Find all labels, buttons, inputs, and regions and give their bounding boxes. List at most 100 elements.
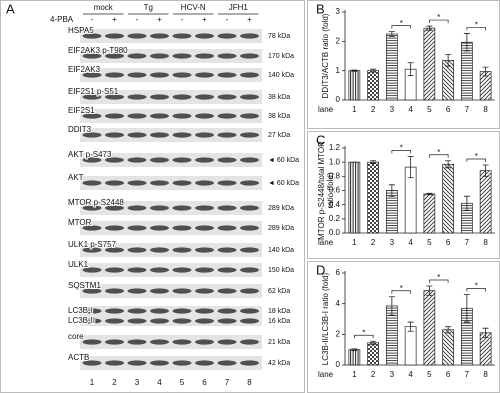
blot-band [195,72,214,78]
blot-band [172,132,192,138]
blot-band [195,360,214,366]
blot-band [240,205,259,211]
blot-strip [80,128,262,142]
protein-label: AKT [68,173,84,182]
y-axis-label: LC3B-II/LC3B-I ratio (fold) [321,272,330,365]
blot-band [195,132,214,138]
lane-number: 4 [157,378,162,387]
error-bar [463,294,470,323]
protein-label: SQSTM1 [68,281,101,290]
significance-star: * [437,273,440,282]
blot-band [82,132,102,138]
y-tick-label: 0.2 [329,214,341,223]
size-label: 42 kDa [268,360,290,367]
group-label: Tg [144,3,153,12]
blot-band [240,94,259,100]
x-tick-label: 1 [352,370,357,379]
significance-bracket [391,25,411,29]
x-tick-label: 1 [352,238,357,247]
blot-band [82,247,102,253]
blot-band [172,72,192,78]
significance-star: * [400,19,403,28]
lane-number: 2 [112,378,117,387]
lane-number: 6 [202,378,207,387]
blot-band [105,205,124,211]
blot-band [82,267,102,273]
blot-strip [80,29,262,43]
bar [442,163,454,234]
blot-band [172,308,192,314]
bar [348,161,361,234]
x-tick-label: 3 [390,370,395,379]
bar [348,349,361,366]
blot-band [172,157,192,163]
blot-band [127,339,147,345]
bar [348,70,361,101]
protein-label: EIF2AK3 [68,65,101,74]
y-tick-label: 0.8 [329,171,341,180]
blot-band [172,33,192,39]
protein-label: HSPA5 [68,26,94,35]
significance-star: * [437,13,440,22]
blot-band [82,339,102,345]
blot-band [150,180,169,186]
blot-band [172,225,192,231]
blot-band [172,113,192,119]
treatment-sign: + [247,15,252,24]
blot-band [217,339,237,345]
protein-label: DDIT3 [68,125,92,134]
x-tick-label: 5 [427,238,432,247]
blot-strip [80,176,262,190]
size-label: 62 kDa [268,288,290,295]
blot-band [82,72,102,78]
panel-c-frame [307,131,500,259]
bar [479,170,492,234]
blot-band [82,33,102,39]
blot-strip [80,356,262,370]
x-tick-label: 6 [446,105,451,114]
significance-bracket [429,279,449,284]
blot-band [105,180,124,186]
blot-band [217,33,237,39]
error-bar [388,296,395,316]
size-label: ◄ 60 kDa [268,180,299,187]
group-label: JFH1 [229,3,249,12]
blot-band [105,157,124,163]
x-axis-label: lane [318,370,334,379]
blot-band [172,288,192,294]
blot-band [105,225,124,231]
blot-band [82,318,102,324]
protein-label: core [68,332,84,341]
blot-band [217,225,237,231]
lane-number: 1 [90,378,95,387]
blot-strip [80,109,262,123]
blot-band [105,33,124,39]
blot-band [172,180,192,186]
x-tick-label: 1 [352,105,357,114]
blot-strip [80,153,262,167]
protein-label: EIF2S1 [68,106,95,115]
blot-band [217,180,237,186]
error-bar [388,31,395,37]
size-label: 21 kDa [268,339,290,346]
blot-band [150,72,169,78]
error-bar [445,326,452,334]
y-tick-label: 1.0 [329,157,341,166]
y-tick-label: 3 [336,7,341,16]
lane-number: 8 [247,378,252,387]
blot-band [217,72,237,78]
blot-band [105,72,124,78]
size-label: 150 kDa [268,267,294,274]
blot-band [240,267,259,273]
blot-band [150,157,169,163]
blot-band [240,132,259,138]
x-tick-label: 4 [408,370,413,379]
bar [367,342,379,366]
blot-band [127,33,147,39]
blot-band [105,339,124,345]
error-bar [482,327,489,338]
x-tick-label: 8 [483,105,488,114]
blot-strip [80,263,262,277]
significance-bracket [466,288,486,292]
